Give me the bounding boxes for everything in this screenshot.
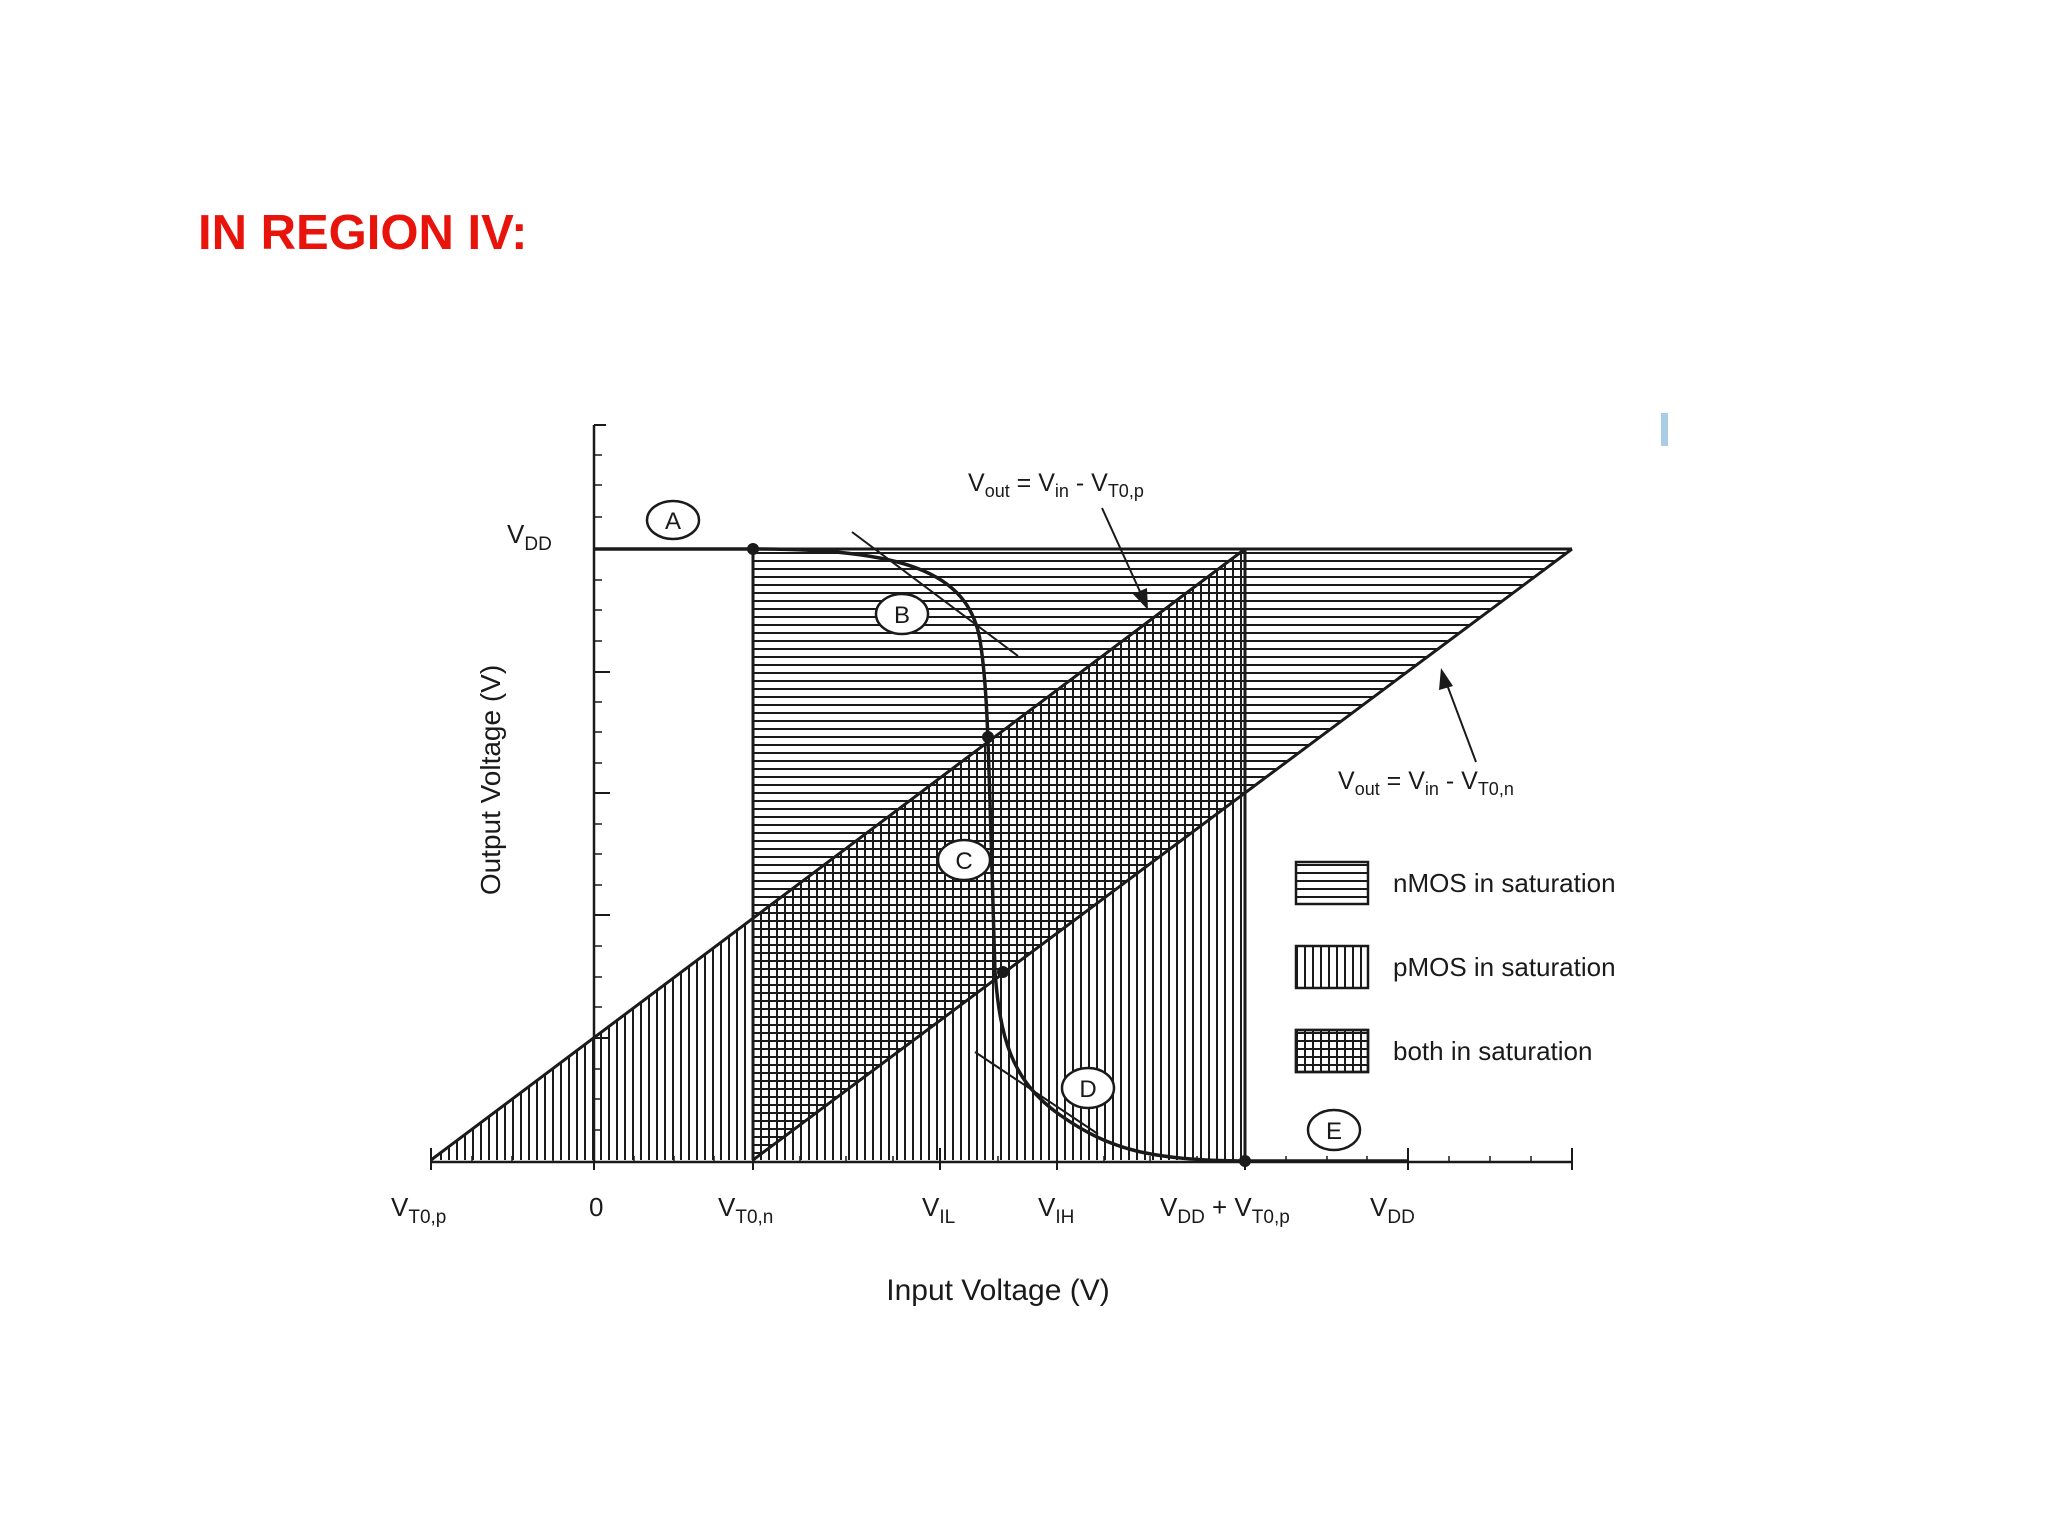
legend-swatch-horizontal-hatch — [1294, 860, 1370, 906]
legend-swatch-vertical-hatch — [1294, 944, 1370, 990]
legend: nMOS in saturation pMOS in saturation bo… — [1294, 860, 1616, 1074]
vtc-curve — [594, 547, 1408, 1163]
y-tick-vdd: VDD — [507, 519, 552, 555]
point-vt0n — [747, 543, 759, 555]
nmos-boundary-line — [752, 547, 1573, 1162]
pmos-boundary-annotation: Vout = Vin - VT0,p — [968, 469, 1148, 610]
region-marker-c: C — [936, 838, 992, 882]
point-b-c-boundary — [982, 731, 994, 743]
x-tick-vt0p: VT0,p — [391, 1192, 446, 1228]
slide-title: IN REGION IV: — [198, 206, 528, 260]
nmos-boundary-annotation: Vout = Vin - VT0,n — [1338, 668, 1514, 799]
region-marker-d-label: D — [1079, 1076, 1096, 1103]
pmos-boundary-line — [430, 547, 1246, 1162]
legend-label-both: both in saturation — [1393, 1036, 1592, 1066]
svg-text:Vout = Vin - VT0,n: Vout = Vin - VT0,n — [1338, 767, 1514, 799]
tangent-line-vih — [974, 1051, 1099, 1135]
legend-label-nmos: nMOS in saturation — [1393, 868, 1616, 898]
accent-bar — [1661, 413, 1668, 446]
legend-label-pmos: pMOS in saturation — [1393, 952, 1616, 982]
region-marker-b-label: B — [894, 602, 910, 629]
region-marker-a: A — [645, 499, 701, 541]
tangent-line-vil — [851, 531, 1019, 657]
point-c-d-boundary — [997, 966, 1009, 978]
region-marker-d: D — [1060, 1066, 1116, 1110]
region-marker-e-label: E — [1326, 1118, 1342, 1145]
x-tick-zero: 0 — [589, 1192, 603, 1222]
y-axis-label: Output Voltage (V) — [475, 665, 506, 895]
legend-item-nmos: nMOS in saturation — [1294, 860, 1616, 906]
x-tick-vdd: VDD — [1370, 1192, 1415, 1228]
legend-item-both: both in saturation — [1294, 1028, 1592, 1074]
region-marker-e: E — [1306, 1108, 1362, 1152]
x-axis-label: Input Voltage (V) — [886, 1274, 1109, 1307]
legend-item-pmos: pMOS in saturation — [1294, 944, 1616, 990]
x-tick-vil: VIL — [922, 1192, 955, 1228]
x-tick-vih: VIH — [1038, 1192, 1074, 1228]
region-marker-b: B — [874, 592, 930, 636]
x-tick-vdd-plus-vt0p: VDD + VT0,p — [1160, 1192, 1290, 1228]
point-vdd-plus-vt0p — [1239, 1155, 1251, 1167]
x-tick-vt0n: VT0,n — [718, 1192, 773, 1228]
svg-text:Vout = Vin - VT0,p: Vout = Vin - VT0,p — [968, 469, 1144, 501]
region-marker-a-label: A — [665, 508, 681, 535]
region-marker-c-label: C — [955, 848, 972, 875]
